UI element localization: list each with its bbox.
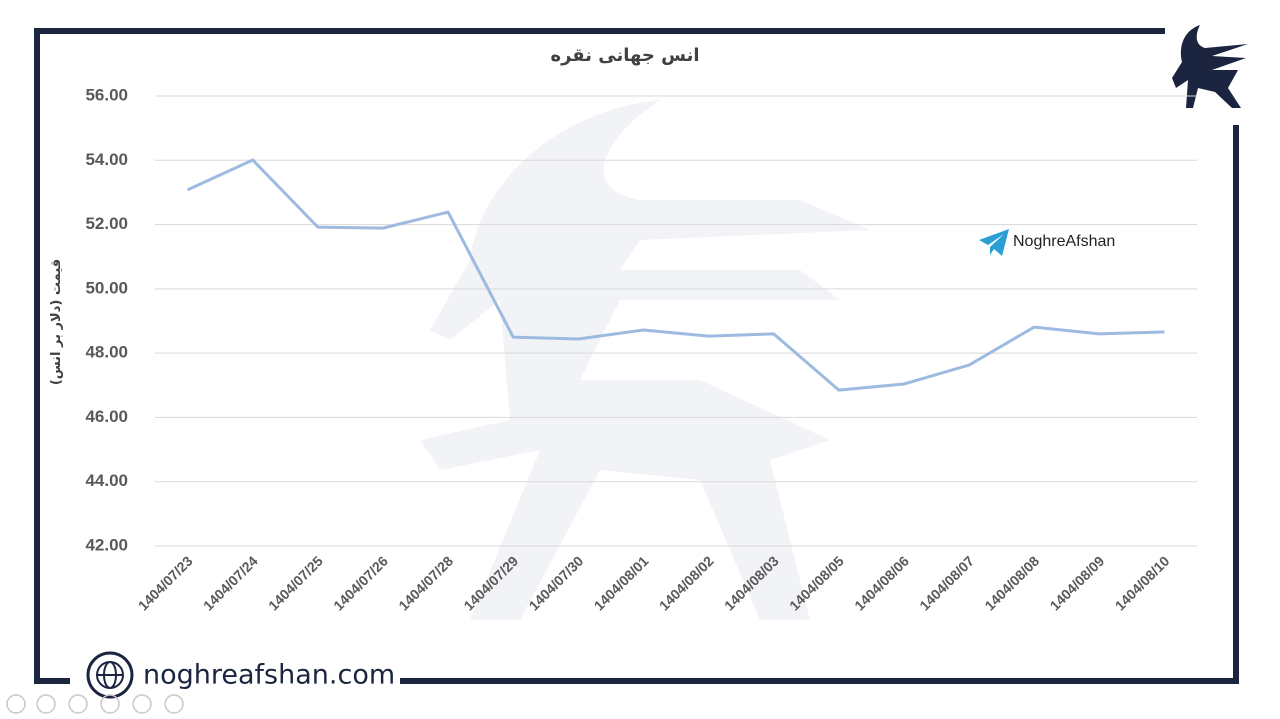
x-tick-label: 1404/08/09 — [1047, 553, 1108, 614]
x-tick-label: 1404/08/02 — [656, 553, 717, 614]
x-tick-label: 1404/08/07 — [916, 553, 977, 614]
website-badge: noghreafshan.com — [86, 651, 395, 699]
frame-line — [34, 28, 1165, 684]
frame-line — [400, 125, 1239, 684]
y-tick-label: 48.00 — [85, 343, 128, 362]
x-tick-label: 1404/07/24 — [200, 553, 261, 614]
y-tick-label: 52.00 — [85, 214, 128, 233]
toolbar-button[interactable] — [132, 694, 152, 714]
watermark-shape — [420, 100, 870, 620]
y-axis-label: قیمت (دلار بر انس) — [49, 259, 64, 385]
y-tick-label: 44.00 — [85, 471, 128, 490]
x-tick-label: 1404/07/28 — [395, 553, 456, 614]
x-tick-label: 1404/07/26 — [330, 553, 391, 614]
watermark — [420, 100, 870, 620]
toolbar-button[interactable] — [100, 694, 120, 714]
y-tick-label: 54.00 — [85, 150, 128, 169]
x-tick-label: 1404/08/01 — [591, 553, 652, 614]
x-tick-label: 1404/08/08 — [981, 553, 1042, 614]
toolbar-button[interactable] — [6, 694, 26, 714]
x-tick-label: 1404/08/06 — [851, 553, 912, 614]
toolbar-button[interactable] — [68, 694, 88, 714]
y-tick-label: 42.00 — [85, 535, 128, 554]
chart-title: انس جهانی نقره — [550, 45, 699, 66]
telegram-icon — [979, 229, 1009, 256]
data-line — [186, 158, 1165, 392]
toolbar — [6, 694, 184, 714]
plot: 42.00 44.00 46.00 48.00 50.00 52.00 54.00 56.00… — [85, 85, 1197, 614]
toolbar-button[interactable] — [36, 694, 56, 714]
y-tick-label: 46.00 — [85, 407, 128, 426]
x-tick-label: 1404/07/25 — [265, 553, 326, 614]
logo — [1172, 25, 1248, 108]
y-tick-label: 56.00 — [85, 85, 128, 104]
x-tick-label: 1404/07/23 — [135, 553, 196, 614]
x-tick-label: 1404/08/10 — [1112, 553, 1173, 614]
toolbar-button[interactable] — [164, 694, 184, 714]
website-url: noghreafshan.com — [143, 660, 395, 691]
y-tick-label: 50.00 — [85, 278, 128, 297]
telegram-handle: NoghreAfshan — [1013, 233, 1115, 250]
frame — [34, 28, 1239, 684]
telegram-badge: NoghreAfshan — [979, 229, 1115, 256]
logo-shape — [1172, 25, 1248, 108]
